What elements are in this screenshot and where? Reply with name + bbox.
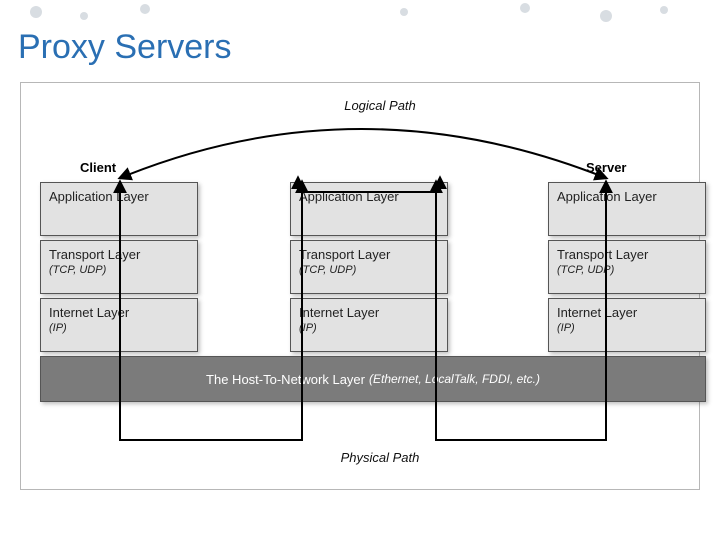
proxy-transport-layer: Transport Layer (TCP, UDP)	[290, 240, 448, 294]
client-internet-layer: Internet Layer (IP)	[40, 298, 198, 352]
caption-physical-path: Physical Path	[280, 450, 480, 465]
host-band-sub: (Ethernet, LocalTalk, FDDI, etc.)	[369, 372, 540, 386]
layer-label: Internet Layer	[299, 305, 439, 320]
layer-label: Application Layer	[299, 189, 439, 204]
page-title: Proxy Servers	[18, 28, 232, 67]
layer-label: Internet Layer	[49, 305, 189, 320]
layer-sublabel: (TCP, UDP)	[557, 264, 697, 276]
layer-label: Application Layer	[49, 189, 189, 204]
layer-sublabel: (IP)	[299, 322, 439, 334]
layer-sublabel: (IP)	[49, 322, 189, 334]
header-client: Client	[80, 160, 116, 175]
server-internet-layer: Internet Layer (IP)	[548, 298, 706, 352]
layer-sublabel: (TCP, UDP)	[299, 264, 439, 276]
layer-sublabel: (TCP, UDP)	[49, 264, 189, 276]
layer-label: Transport Layer	[557, 247, 697, 262]
header-server: Server	[586, 160, 626, 175]
host-to-network-layer: The Host-To-Network Layer (Ethernet, Loc…	[40, 356, 706, 402]
layer-label: Internet Layer	[557, 305, 697, 320]
layer-label: Transport Layer	[299, 247, 439, 262]
caption-logical-path: Logical Path	[280, 98, 480, 113]
layer-label: Application Layer	[557, 189, 697, 204]
server-transport-layer: Transport Layer (TCP, UDP)	[548, 240, 706, 294]
client-transport-layer: Transport Layer (TCP, UDP)	[40, 240, 198, 294]
layer-label: Transport Layer	[49, 247, 189, 262]
proxy-application-layer: Application Layer	[290, 182, 448, 236]
host-band-main: The Host-To-Network Layer	[206, 372, 365, 387]
server-application-layer: Application Layer	[548, 182, 706, 236]
client-application-layer: Application Layer	[40, 182, 198, 236]
proxy-internet-layer: Internet Layer (IP)	[290, 298, 448, 352]
layer-sublabel: (IP)	[557, 322, 697, 334]
